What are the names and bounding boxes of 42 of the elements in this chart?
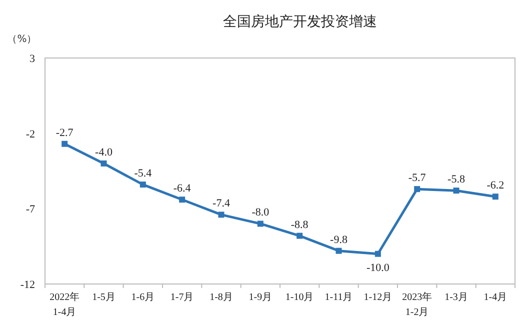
point: [336, 248, 342, 254]
x-tick-label: 1-3月: [444, 292, 468, 303]
data-label: -10.0: [366, 262, 390, 274]
data-label: -5.7: [408, 172, 426, 184]
data-label: -6.4: [173, 182, 192, 195]
data-label: -5.4: [134, 168, 152, 180]
y-tick-label: 3: [30, 53, 36, 65]
point: [218, 212, 224, 218]
point: [140, 182, 146, 188]
data-label: -5.8: [448, 174, 466, 186]
data-label: -8.0: [252, 206, 270, 219]
x-tick-label: 2022年 1-4月: [50, 291, 80, 318]
point: [492, 194, 498, 200]
x-tick-label: 1-8月: [210, 292, 233, 303]
point: [374, 250, 381, 257]
data-label: -9.8: [330, 234, 348, 246]
y-axis-title: （%）: [7, 34, 37, 45]
x-tick-label: 1-11月: [324, 292, 353, 303]
data-label: -6.2: [486, 180, 504, 192]
x-tick-label: 1-9月: [248, 292, 272, 303]
point: [257, 220, 264, 227]
x-tick-label: 1-6月: [131, 292, 155, 303]
y-tick-label: -2: [26, 128, 35, 140]
data-label: -4.0: [95, 146, 113, 158]
y-tick-label: -12: [20, 279, 35, 291]
x-tick-label: 1-5月: [92, 292, 116, 303]
x-tick-label: 1-4月: [484, 292, 508, 303]
data-label: -7.4: [212, 198, 230, 210]
point: [296, 232, 303, 239]
point: [414, 186, 420, 192]
data-label: -2.7: [56, 126, 74, 139]
x-tick-label: 1-10月: [285, 292, 314, 303]
x-tick-label: 1-7月: [170, 292, 194, 303]
point: [62, 140, 68, 147]
point: [453, 188, 460, 194]
point: [179, 196, 186, 203]
x-tick-label: 2023年 1-2月: [402, 291, 432, 318]
point: [100, 160, 107, 166]
y-tick-label: -7: [26, 204, 36, 216]
data-label: -8.8: [290, 218, 309, 231]
chart-title: 全国房地产开发投资增速: [223, 14, 377, 30]
x-tick-label: 1-12月: [364, 292, 392, 303]
